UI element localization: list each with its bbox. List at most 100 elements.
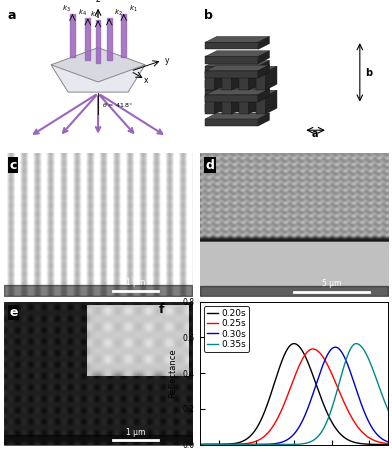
0.35s <box>283 442 287 447</box>
Polygon shape <box>249 90 260 114</box>
0.20s <box>283 351 287 357</box>
Polygon shape <box>239 66 260 72</box>
Legend: 0.20s, 0.25s, 0.30s, 0.35s: 0.20s, 0.25s, 0.30s, 0.35s <box>204 306 249 352</box>
Polygon shape <box>205 80 258 88</box>
Polygon shape <box>256 96 266 114</box>
Text: y: y <box>165 56 169 65</box>
Text: b: b <box>365 68 373 78</box>
Polygon shape <box>258 65 269 78</box>
0.30s <box>190 442 195 447</box>
Polygon shape <box>258 84 269 97</box>
Text: $k_3$: $k_3$ <box>62 4 71 14</box>
Polygon shape <box>239 72 249 90</box>
Polygon shape <box>222 66 243 72</box>
Polygon shape <box>205 99 269 105</box>
Text: d: d <box>205 159 214 172</box>
0.20s <box>179 442 183 447</box>
Text: z: z <box>96 0 100 4</box>
Polygon shape <box>205 65 269 71</box>
Text: b: b <box>203 9 212 22</box>
Polygon shape <box>266 66 277 90</box>
0.25s <box>190 442 195 447</box>
Polygon shape <box>205 66 226 72</box>
0.25s <box>283 400 287 405</box>
Text: $k_0$: $k_0$ <box>89 10 98 20</box>
Polygon shape <box>215 90 226 114</box>
0.30s <box>179 442 183 447</box>
Line: 0.20s: 0.20s <box>181 343 392 445</box>
Polygon shape <box>205 61 269 66</box>
Polygon shape <box>205 42 258 49</box>
Y-axis label: Reflectance: Reflectance <box>168 348 177 398</box>
Text: e: e <box>9 306 18 319</box>
Polygon shape <box>232 66 243 90</box>
Line: 0.35s: 0.35s <box>181 343 392 445</box>
Text: 5 μm: 5 μm <box>322 279 341 288</box>
Text: 1 μm: 1 μm <box>126 427 145 436</box>
Polygon shape <box>205 36 269 42</box>
Polygon shape <box>258 75 269 88</box>
Polygon shape <box>205 89 269 95</box>
Text: $k_1$: $k_1$ <box>129 4 138 14</box>
Line: 0.25s: 0.25s <box>181 349 392 445</box>
Line: 0.30s: 0.30s <box>181 347 392 445</box>
Polygon shape <box>205 75 269 80</box>
Polygon shape <box>258 61 269 73</box>
Polygon shape <box>51 48 145 82</box>
Polygon shape <box>205 105 258 112</box>
Text: $k_2$: $k_2$ <box>114 8 123 18</box>
Polygon shape <box>222 72 232 90</box>
Polygon shape <box>232 90 243 114</box>
Polygon shape <box>239 90 260 96</box>
Polygon shape <box>222 90 243 96</box>
0.25s <box>179 442 183 447</box>
Polygon shape <box>205 51 269 57</box>
Polygon shape <box>256 90 277 96</box>
0.25s <box>357 426 361 431</box>
0.30s <box>357 395 361 400</box>
Text: c: c <box>9 159 17 172</box>
Text: f: f <box>158 303 164 316</box>
0.35s <box>179 442 183 447</box>
Polygon shape <box>239 96 249 114</box>
Text: a: a <box>311 129 318 139</box>
Polygon shape <box>205 90 258 97</box>
Polygon shape <box>205 66 258 73</box>
Polygon shape <box>258 51 269 64</box>
0.35s <box>289 442 293 447</box>
Polygon shape <box>258 113 269 126</box>
Text: $\theta$ = 41.8°: $\theta$ = 41.8° <box>102 101 134 110</box>
0.20s <box>292 341 296 346</box>
0.30s <box>333 344 338 350</box>
0.20s <box>357 440 361 446</box>
0.35s <box>190 442 195 447</box>
Text: 1 μm: 1 μm <box>126 278 145 287</box>
Polygon shape <box>205 95 258 102</box>
Text: $k_4$: $k_4$ <box>78 8 86 18</box>
Polygon shape <box>205 84 269 90</box>
0.25s <box>310 346 315 352</box>
Polygon shape <box>51 65 145 92</box>
Text: x: x <box>144 75 148 84</box>
Text: a: a <box>8 9 16 22</box>
0.30s <box>289 435 293 440</box>
Polygon shape <box>205 71 258 78</box>
Polygon shape <box>266 90 277 114</box>
Polygon shape <box>256 66 277 72</box>
Polygon shape <box>249 66 260 90</box>
Polygon shape <box>256 72 266 90</box>
Polygon shape <box>205 119 258 126</box>
0.25s <box>289 384 293 390</box>
Polygon shape <box>215 66 226 90</box>
Polygon shape <box>205 113 269 119</box>
Polygon shape <box>258 99 269 112</box>
0.20s <box>289 342 293 348</box>
0.20s <box>190 442 195 447</box>
0.30s <box>283 438 287 444</box>
Polygon shape <box>258 36 269 49</box>
Polygon shape <box>222 96 232 114</box>
0.35s <box>357 342 361 347</box>
Polygon shape <box>205 90 226 96</box>
Polygon shape <box>205 57 258 64</box>
Polygon shape <box>258 89 269 102</box>
